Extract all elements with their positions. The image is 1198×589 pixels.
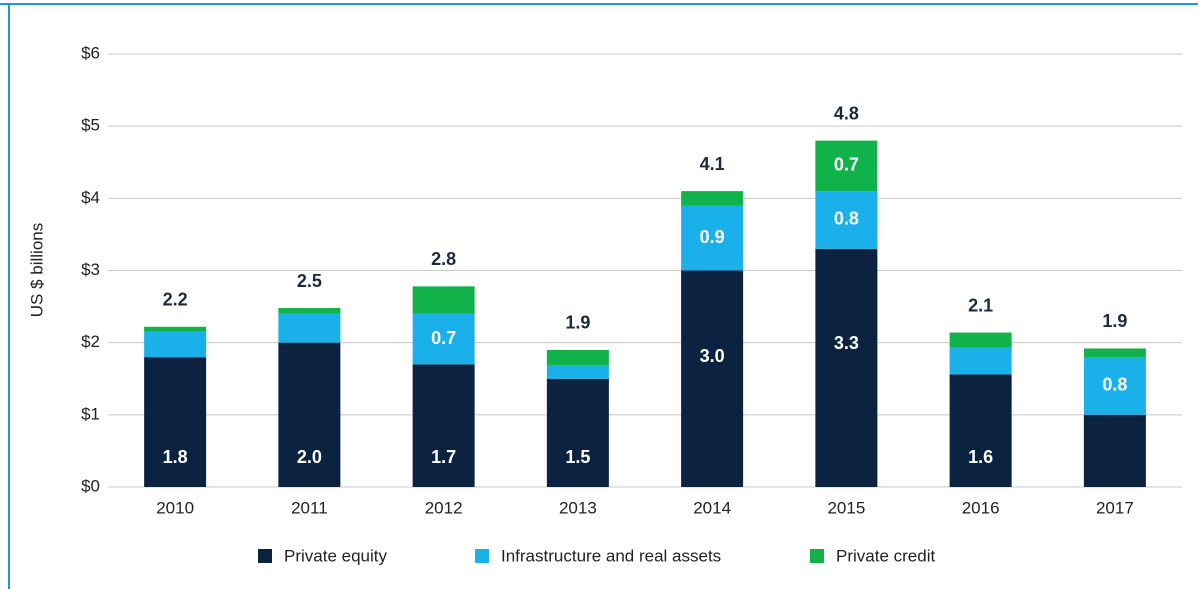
bar-segment <box>815 191 878 249</box>
legend-label: Private equity <box>284 546 387 565</box>
total-label: 1.9 <box>1102 311 1127 331</box>
data-label: 0.7 <box>431 328 456 348</box>
data-label: 2.0 <box>297 447 322 467</box>
bar-segment <box>278 308 341 314</box>
bar-segment <box>144 326 207 332</box>
data-label: 0.8 <box>834 209 859 229</box>
data-label: 1.5 <box>565 447 590 467</box>
data-label: 0.7 <box>834 155 859 175</box>
legend-swatch <box>810 549 824 563</box>
total-label: 2.8 <box>431 249 456 269</box>
bar-segment <box>546 365 609 379</box>
total-label: 2.1 <box>968 295 993 315</box>
x-tick-label: 2011 <box>291 498 328 517</box>
bar-segment <box>681 270 744 487</box>
bar-segment <box>278 313 341 343</box>
y-axis-label: US $ billions <box>27 223 46 318</box>
x-tick-label: 2012 <box>425 498 463 517</box>
bar-segment <box>412 286 475 314</box>
legend-swatch <box>258 549 272 563</box>
total-label: 4.1 <box>700 154 725 174</box>
total-label: 1.9 <box>565 313 590 333</box>
bar-segment <box>412 313 475 365</box>
bar-segment <box>1083 414 1146 487</box>
data-label: 1.6 <box>968 447 993 467</box>
bar-segment <box>546 378 609 487</box>
bar-segment <box>949 374 1012 487</box>
bar-segment <box>1083 348 1146 358</box>
bar-segment <box>278 342 341 487</box>
legend-swatch <box>475 549 489 563</box>
bar-segment <box>1083 357 1146 415</box>
bar-segment <box>681 205 744 271</box>
bar-segment <box>815 248 878 487</box>
y-tick-label: $2 <box>81 332 100 351</box>
x-tick-label: 2014 <box>693 498 731 517</box>
y-tick-label: $0 <box>81 476 100 495</box>
bar-segment <box>546 349 609 366</box>
data-label: 1.8 <box>163 447 188 467</box>
bar-segment <box>949 346 1012 375</box>
bar-segment <box>949 332 1012 347</box>
data-label: 0.8 <box>1102 375 1127 395</box>
total-label: 2.2 <box>163 290 188 310</box>
total-label: 4.8 <box>834 103 859 123</box>
y-tick-label: $5 <box>81 116 100 135</box>
data-label: 0.9 <box>700 227 725 247</box>
y-tick-label: $4 <box>81 188 100 207</box>
legend-label: Infrastructure and real assets <box>501 546 721 565</box>
x-tick-label: 2016 <box>962 498 1000 517</box>
legend-label: Private credit <box>836 546 935 565</box>
bar-segment <box>815 140 878 192</box>
x-tick-label: 2010 <box>156 498 194 517</box>
bar-segment <box>144 357 207 487</box>
y-tick-label: $6 <box>81 43 100 62</box>
data-label: 1.7 <box>431 447 456 467</box>
data-label: 3.0 <box>700 346 725 366</box>
bar-segment <box>144 331 207 358</box>
y-tick-label: $1 <box>81 404 100 423</box>
y-tick-label: $3 <box>81 260 100 279</box>
total-label: 2.5 <box>297 271 322 291</box>
bar-segment <box>412 364 475 487</box>
bar-segment <box>681 191 744 206</box>
data-label: 3.3 <box>834 333 859 353</box>
x-tick-label: 2017 <box>1096 498 1134 517</box>
x-tick-label: 2015 <box>827 498 865 517</box>
x-tick-label: 2013 <box>559 498 597 517</box>
